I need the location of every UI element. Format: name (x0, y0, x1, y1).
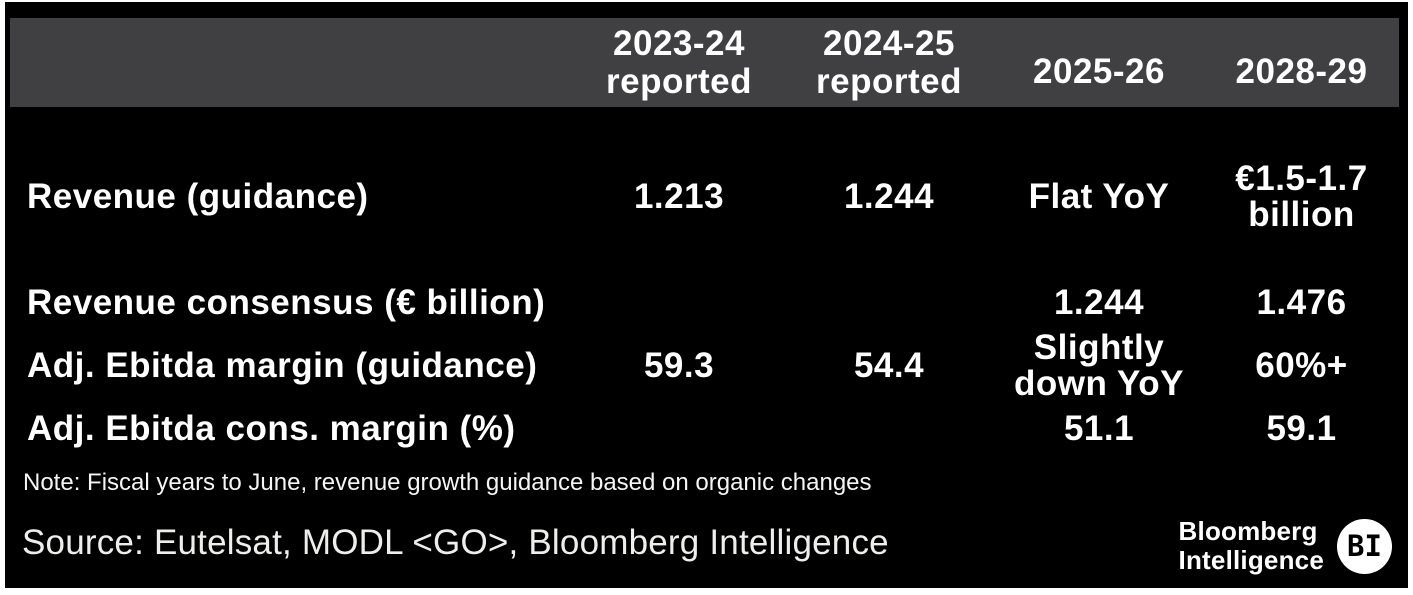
logo-line-intelligence: Intelligence (1178, 545, 1324, 575)
bi-circle-icon: BI (1337, 518, 1392, 574)
cell-revenue-guidance-2024-25: 1.244 (843, 177, 935, 216)
cell-ebitda-cons-2024-25 (784, 411, 994, 447)
table-header-bar: 2023-24 reported 2024-25 reported 2025-2… (10, 18, 1399, 107)
row-label-ebitda-cons-margin: Adj. Ebitda cons. margin (%) (27, 409, 516, 448)
cell-revenue-guidance-2028-29: €1.5-1.7 billion (1235, 159, 1368, 234)
row-label-ebitda-margin-guidance: Adj. Ebitda margin (guidance) (27, 346, 538, 385)
header-col-2024-25: 2024-25 reported (816, 23, 962, 101)
table-row: Revenue (guidance) 1.213 1.244 Flat YoY … (10, 160, 1399, 234)
cell-revenue-consensus-2025-26: 1.244 (1053, 283, 1145, 322)
cell-revenue-consensus-2028-29: 1.476 (1256, 283, 1347, 322)
cell-ebitda-margin-2025-26: Slightly down YoY (1014, 328, 1184, 403)
logo-line-bloomberg: Bloomberg (1178, 516, 1318, 546)
cell-revenue-consensus-2024-25 (784, 285, 994, 321)
cell-ebitda-cons-2028-29: 59.1 (1266, 409, 1337, 448)
footnote: Note: Fiscal years to June, revenue grow… (23, 469, 872, 496)
row-label-revenue-consensus: Revenue consensus (€ billion) (27, 283, 546, 322)
table-row: Revenue consensus (€ billion) 1.244 1.47… (10, 285, 1399, 321)
header-col-2028-29: 2028-29 (1235, 51, 1368, 91)
cell-revenue-guidance-2023-24: 1.213 (633, 177, 725, 216)
bloomberg-intelligence-wordmark: Bloomberg Intelligence (1179, 517, 1324, 575)
bloomberg-intelligence-logo: Bloomberg Intelligence BI (1179, 514, 1392, 578)
cell-ebitda-margin-2028-29: 60%+ (1255, 346, 1348, 385)
table-card: 2023-24 reported 2024-25 reported 2025-2… (5, 2, 1408, 588)
cell-ebitda-margin-2024-25: 54.4 (853, 346, 925, 385)
cell-ebitda-margin-2023-24: 59.3 (643, 346, 715, 385)
source-line: Source: Eutelsat, MODL <GO>, Bloomberg I… (22, 523, 889, 562)
table-row: Adj. Ebitda cons. margin (%) 51.1 59.1 (10, 411, 1399, 447)
cell-revenue-guidance-2025-26: Flat YoY (1028, 177, 1170, 216)
cell-revenue-consensus-2023-24 (574, 285, 784, 321)
header-col-2025-26: 2025-26 (1033, 51, 1165, 91)
cell-ebitda-cons-2025-26: 51.1 (1063, 409, 1135, 448)
table-row: Adj. Ebitda margin (guidance) 59.3 54.4 … (10, 330, 1399, 402)
header-col-2023-24: 2023-24 reported (606, 23, 752, 101)
header-spacer (10, 18, 574, 107)
cell-ebitda-cons-2023-24 (574, 411, 784, 447)
row-label-revenue-guidance: Revenue (guidance) (27, 177, 369, 216)
